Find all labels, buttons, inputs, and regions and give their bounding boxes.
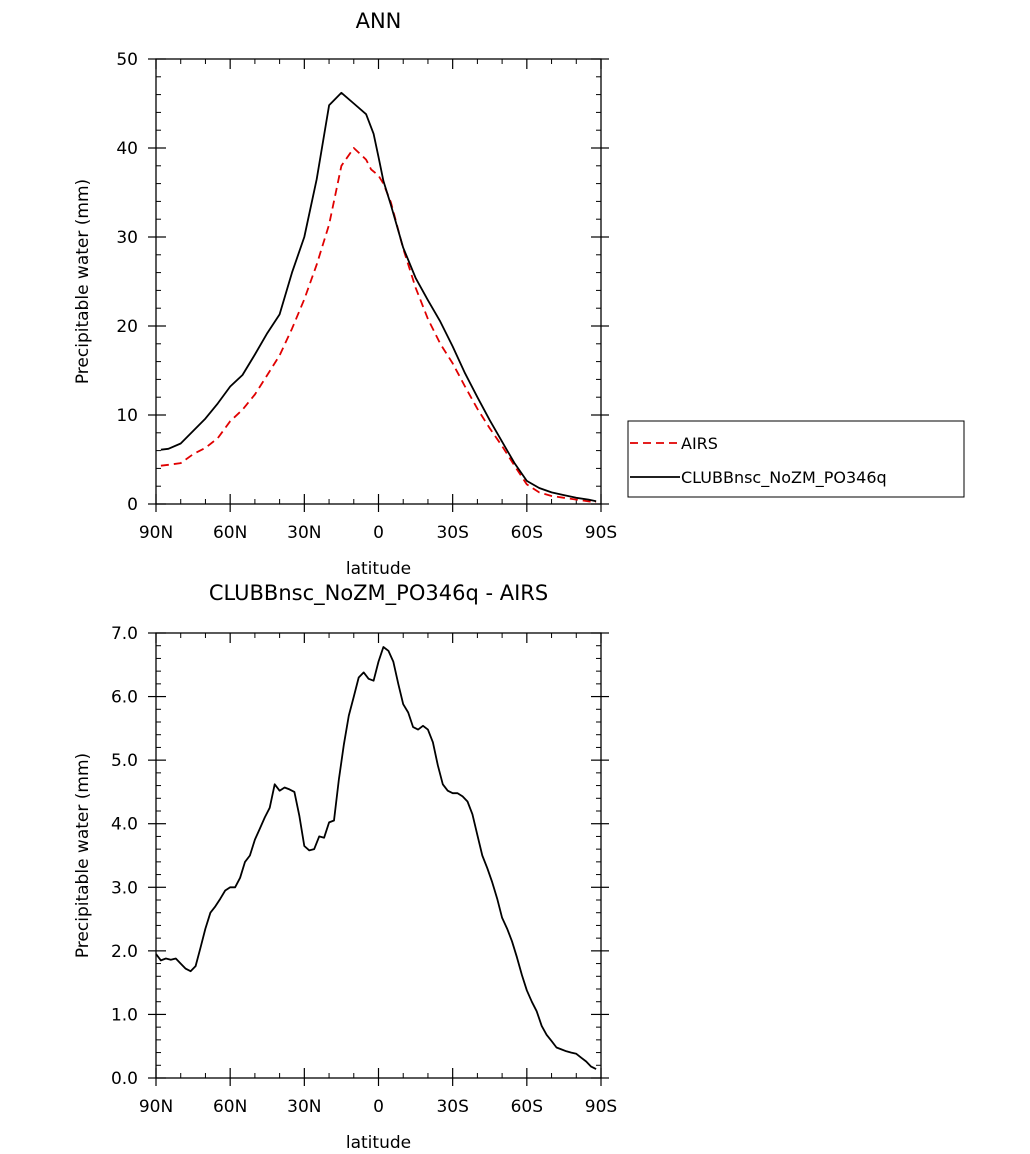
y-tick-label: 5.0 [111,751,138,771]
y-axis-label: Precipitable water (mm) [73,753,93,958]
y-tick-label: 0.0 [111,1069,138,1089]
chart-2: CLUBBnsc_NoZM_PO346q - AIRS 90N 60N 30N 0 30S… [73,581,617,1153]
x-tick-label: 90N [139,1097,173,1117]
legend-box [627,420,965,498]
legend: AIRS CLUBBnsc_NoZM_PO346q [627,420,965,498]
x-axis-label: latitude [346,559,411,579]
y-tick-label: 1.0 [111,1005,138,1025]
plot-frame [155,58,602,505]
x-tick-label: 30S [436,1097,468,1117]
y-axis-label: Precipitable water (mm) [73,179,93,384]
x-tick-label: 60S [511,523,543,543]
x-tick-label: 0 [373,1097,384,1117]
y-tick-label: 40 [116,139,138,159]
x-tick-label: 60S [511,1097,543,1117]
y-tick-label: 10 [116,406,138,426]
y-tick-label: 0 [127,495,138,515]
x-tick-label: 60N [213,1097,247,1117]
legend-label-1: AIRS [681,434,718,453]
chart-1: ANN 90N 60N 30N 0 30S 60S 90S 0 10 20 30 40 50 latitud… [73,9,965,579]
series-line-1 [155,646,597,1070]
y-tick-label: 20 [116,317,138,337]
chart-title: CLUBBnsc_NoZM_PO346q - AIRS [209,581,548,606]
x-tick-label: 30N [287,523,321,543]
y-tick-label: 4.0 [111,815,138,835]
x-tick-label: 30S [436,523,468,543]
y-tick-label: 7.0 [111,624,138,644]
x-axis-label: latitude [346,1133,411,1153]
y-tick-label: 30 [116,228,138,248]
x-tick-label: 0 [373,523,384,543]
x-tick-label: 60N [213,523,247,543]
legend-label-2: CLUBBnsc_NoZM_PO346q [681,468,887,488]
y-tick-label: 6.0 [111,688,138,708]
x-tick-label: 30N [287,1097,321,1117]
plot-frame [155,632,602,1079]
series-line-1 [160,147,597,504]
y-tick-label: 50 [116,50,138,70]
x-tick-label: 90S [585,523,617,543]
y-tick-label: 2.0 [111,942,138,962]
chart-title: ANN [356,9,402,33]
x-tick-label: 90S [585,1097,617,1117]
x-tick-label: 90N [139,523,173,543]
series-line-2 [160,91,597,503]
y-tick-label: 3.0 [111,878,138,898]
